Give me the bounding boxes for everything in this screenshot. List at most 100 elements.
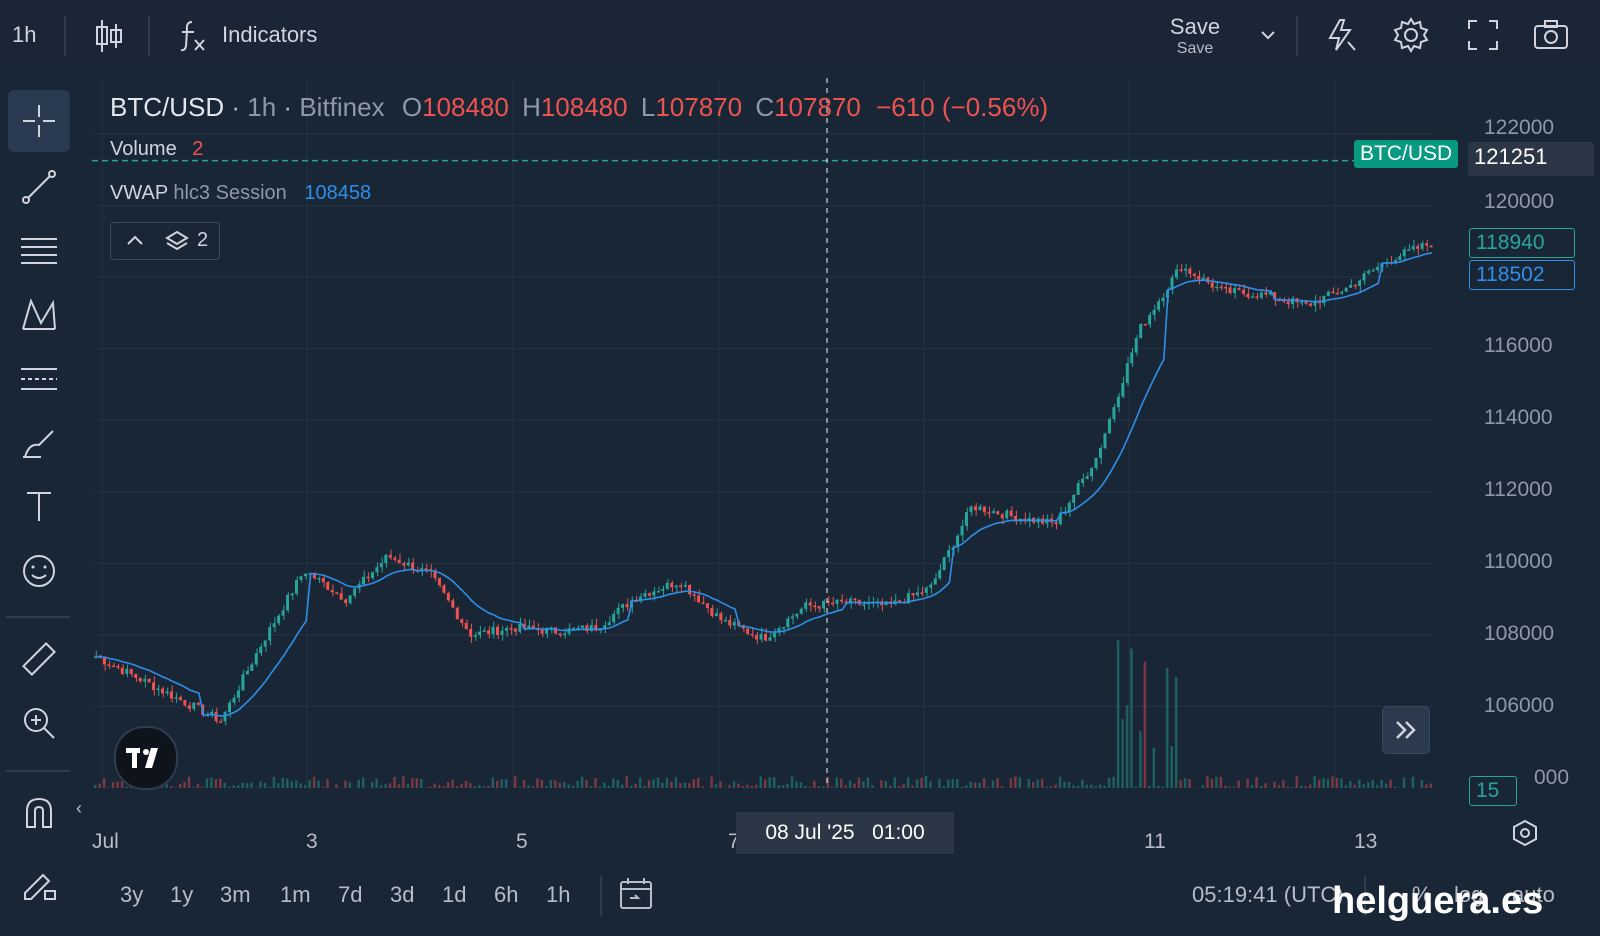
legend-collapse-button[interactable]: 2	[110, 222, 220, 260]
candle-body	[808, 602, 812, 606]
tradingview-logo[interactable]	[114, 726, 178, 790]
forecast-tool[interactable]	[8, 348, 70, 410]
candle-body	[223, 712, 227, 722]
scroll-left-icon[interactable]: ‹	[76, 798, 82, 818]
range-3y[interactable]: 3y	[120, 882, 144, 907]
range-3m[interactable]: 3m	[220, 882, 251, 907]
auto-toggle[interactable]: auto	[1512, 882, 1555, 907]
brush-tool[interactable]	[8, 412, 70, 474]
save-button[interactable]: Save Save	[1160, 14, 1230, 58]
zoom-tool[interactable]	[8, 692, 70, 754]
legend-exchange: Bitfinex	[299, 92, 385, 122]
range-1d[interactable]: 1d	[442, 882, 467, 907]
volume-bar	[1032, 781, 1035, 788]
log-toggle[interactable]: log	[1454, 882, 1484, 907]
volume-bar	[1273, 781, 1276, 788]
price-axis[interactable]: 122000 120000 116000 114000 112000 11000…	[1468, 78, 1600, 808]
candle-body	[929, 584, 933, 588]
candle-body	[647, 593, 651, 596]
price-chart[interactable]	[92, 78, 1468, 808]
symbol-name[interactable]: BTC/USD	[110, 92, 225, 122]
volume-bar	[991, 780, 995, 788]
candle-body	[312, 573, 316, 579]
chevron-down-icon[interactable]	[1260, 28, 1276, 46]
ruler-tool[interactable]	[8, 628, 70, 690]
candle-body	[1326, 291, 1330, 296]
text-tool[interactable]	[8, 476, 70, 538]
fib-tool[interactable]	[8, 220, 70, 282]
range-6h[interactable]: 6h	[494, 882, 519, 907]
gear-icon[interactable]	[1392, 16, 1430, 59]
volume-bar	[205, 778, 209, 788]
candle-body	[1425, 243, 1429, 246]
indicators-button[interactable]: Indicators	[222, 22, 318, 47]
volume-legend[interactable]: Volume 2	[110, 138, 203, 161]
volume-bar	[1308, 784, 1312, 788]
utc-clock[interactable]: 05:19:41 (UTC)	[1192, 882, 1344, 907]
percent-toggle[interactable]: %	[1412, 882, 1432, 907]
candle-body	[500, 630, 504, 635]
emoji-tool[interactable]	[8, 540, 70, 602]
ohlc-high: 108480	[540, 92, 628, 122]
candle-body	[245, 670, 249, 675]
axis-settings-icon[interactable]	[1510, 818, 1540, 853]
range-1h[interactable]: 1h	[546, 882, 571, 907]
candle-body	[143, 678, 147, 682]
volume-bar	[326, 779, 329, 788]
fullscreen-icon[interactable]	[1466, 18, 1500, 57]
goto-date-icon[interactable]	[618, 876, 654, 917]
lock-drawings-tool[interactable]	[8, 852, 70, 914]
time-label: 11	[1144, 830, 1166, 853]
crosshair-time-label: 08 Jul '25 01:00	[736, 812, 954, 854]
volume-bar	[1255, 777, 1258, 788]
magnet-tool[interactable]	[8, 782, 70, 844]
candle-body	[692, 594, 696, 596]
range-1y[interactable]: 1y	[170, 882, 194, 907]
candle-body	[638, 596, 642, 602]
save-label: Save	[1169, 14, 1221, 39]
candle-body	[969, 506, 973, 513]
candle-body	[442, 585, 446, 593]
range-7d[interactable]: 7d	[338, 882, 363, 907]
range-3d[interactable]: 3d	[390, 882, 415, 907]
trend-line-tool[interactable]	[8, 156, 70, 218]
alert-icon[interactable]	[1322, 16, 1358, 59]
vwap-params: hlc3 Session	[173, 182, 287, 204]
interval-button[interactable]: 1h	[12, 22, 37, 47]
volume-bar	[1090, 784, 1093, 788]
candle-body	[1134, 338, 1138, 353]
crosshair-tool[interactable]	[8, 90, 70, 152]
volume-bar	[1009, 778, 1013, 788]
volume-bar	[308, 780, 311, 788]
fx-icon[interactable]	[178, 18, 208, 59]
volume-bar	[942, 785, 946, 788]
candle-body	[674, 585, 678, 588]
volume-bar	[755, 784, 758, 788]
volume-bar	[424, 787, 427, 788]
pattern-tool[interactable]	[8, 284, 70, 346]
candles-icon[interactable]	[94, 18, 124, 59]
candle-body	[616, 607, 620, 614]
candle-body	[746, 628, 750, 634]
volume-bar	[1045, 786, 1048, 788]
candle-body	[924, 587, 928, 593]
volume-bar	[1344, 785, 1348, 788]
range-1m[interactable]: 1m	[280, 882, 311, 907]
candle-body	[1014, 515, 1018, 522]
volume-bar	[460, 784, 463, 788]
scroll-to-realtime-button[interactable]	[1382, 706, 1430, 754]
volume-bar	[1040, 778, 1044, 788]
volume-bar	[1304, 786, 1307, 788]
volume-bar	[692, 779, 695, 788]
volume-bar	[683, 782, 687, 788]
vwap-legend[interactable]: VWAP hlc3 Session 108458	[110, 182, 371, 205]
volume-bar	[446, 782, 450, 788]
volume-bar	[965, 785, 968, 788]
candle-body	[920, 592, 924, 594]
volume-bar	[889, 785, 892, 788]
volume-bar	[670, 781, 673, 788]
candle-body	[317, 578, 321, 580]
volume-bar	[286, 778, 289, 788]
camera-icon[interactable]	[1532, 18, 1570, 57]
volume-bar	[884, 781, 888, 788]
